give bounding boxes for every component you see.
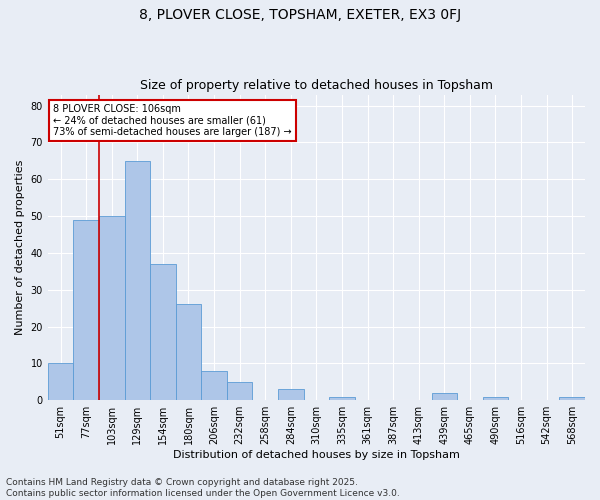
Bar	[176, 304, 201, 400]
Y-axis label: Number of detached properties: Number of detached properties	[15, 160, 25, 335]
X-axis label: Distribution of detached houses by size in Topsham: Distribution of detached houses by size …	[173, 450, 460, 460]
Title: Size of property relative to detached houses in Topsham: Size of property relative to detached ho…	[140, 79, 493, 92]
Text: Contains HM Land Registry data © Crown copyright and database right 2025.
Contai: Contains HM Land Registry data © Crown c…	[6, 478, 400, 498]
Bar	[482, 396, 508, 400]
Bar	[99, 216, 125, 400]
Bar	[201, 370, 227, 400]
Bar	[431, 393, 457, 400]
Text: 8, PLOVER CLOSE, TOPSHAM, EXETER, EX3 0FJ: 8, PLOVER CLOSE, TOPSHAM, EXETER, EX3 0F…	[139, 8, 461, 22]
Bar	[73, 220, 99, 400]
Bar	[559, 396, 585, 400]
Text: 8 PLOVER CLOSE: 106sqm
← 24% of detached houses are smaller (61)
73% of semi-det: 8 PLOVER CLOSE: 106sqm ← 24% of detached…	[53, 104, 292, 137]
Bar	[227, 382, 253, 400]
Bar	[150, 264, 176, 400]
Bar	[278, 389, 304, 400]
Bar	[125, 161, 150, 400]
Bar	[48, 364, 73, 400]
Bar	[329, 396, 355, 400]
